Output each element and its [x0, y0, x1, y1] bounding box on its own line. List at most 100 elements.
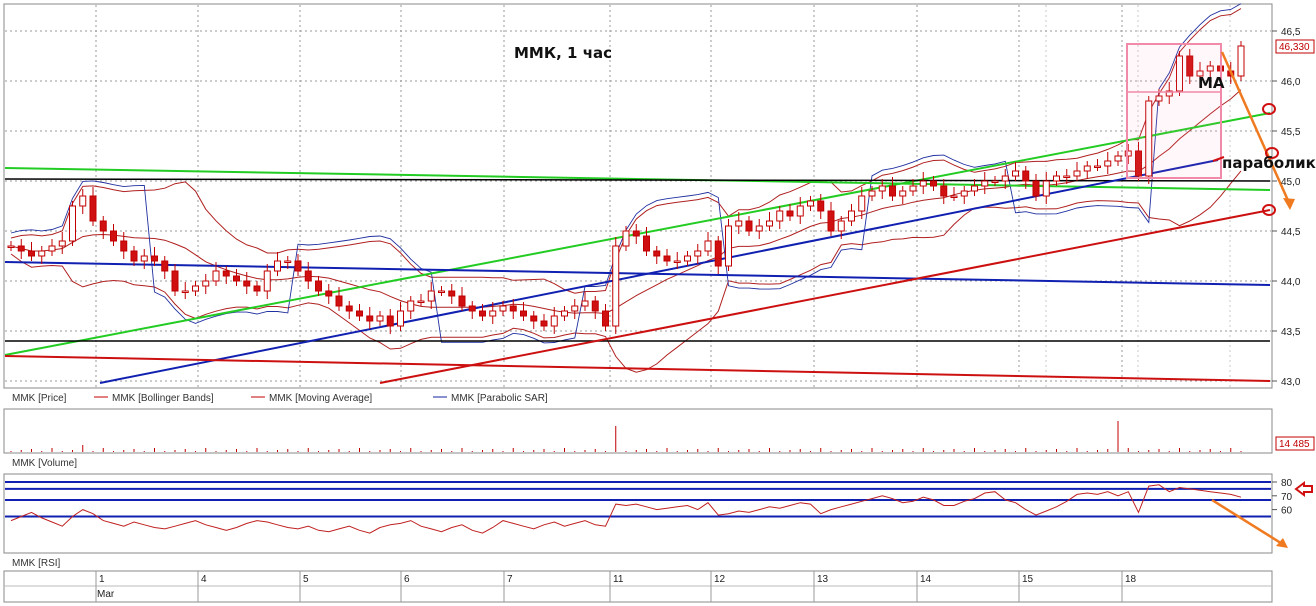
price-tick-label: 43,5	[1281, 327, 1301, 338]
candle-body	[602, 310, 609, 327]
candle-body	[684, 255, 691, 262]
candle-body	[1022, 170, 1030, 182]
date-label: 7	[507, 574, 513, 585]
rsi-orange-arrow	[1211, 498, 1285, 547]
candle-body	[38, 250, 46, 257]
candle-body	[274, 260, 281, 272]
candle-body	[171, 270, 179, 292]
candle-body	[69, 205, 76, 242]
legend-entry: MMK [Parabolic SAR]	[451, 393, 548, 404]
candle-body	[509, 305, 517, 312]
trend-lines-layer	[4, 112, 1271, 384]
candle-body	[212, 270, 220, 282]
candle-body	[807, 200, 814, 207]
volume-panel: 14 485	[10, 421, 1315, 452]
candle-body	[386, 315, 394, 327]
candle-body	[622, 230, 630, 247]
candle-body	[1063, 175, 1071, 178]
candle-body	[776, 210, 784, 222]
candle-body	[520, 310, 527, 317]
rsi-tick-label: 70	[1281, 492, 1293, 503]
candle-body	[304, 270, 312, 282]
price-tick-label: 45,5	[1281, 127, 1301, 138]
date-label: 12	[714, 574, 726, 585]
last-price-badge	[1275, 39, 1315, 54]
rsi-tick-label: 80	[1281, 478, 1293, 489]
candle-body	[376, 315, 384, 322]
volume-panel-frame	[3, 408, 1273, 454]
volume-label: MMK [Volume]	[12, 458, 77, 469]
rsi-panel: 80 70 60	[5, 478, 1313, 548]
candles-layer	[7, 41, 1245, 334]
candle-body	[448, 290, 456, 297]
candle-body	[397, 310, 404, 327]
candle-body	[192, 285, 199, 292]
candle-body	[1104, 160, 1112, 167]
date-label: 13	[817, 574, 829, 585]
candle-body	[325, 290, 333, 297]
candle-body	[1001, 175, 1009, 182]
orange-arrow-head	[1283, 198, 1295, 210]
candle-body	[58, 240, 66, 247]
candle-body	[345, 305, 353, 312]
orange-arrow-line	[1220, 51, 1292, 206]
candle-body	[755, 225, 763, 232]
volume-last-value: 14 485	[1279, 439, 1310, 450]
candle-body	[561, 310, 568, 317]
candle-body	[540, 320, 548, 327]
candle-body	[940, 185, 948, 197]
price-axis: 46,5 46,0 45,5 45,0 44,5 44,0 43,5 43,0 46,330	[1272, 27, 1315, 388]
red-lower-line	[4, 355, 1271, 382]
blue-trend-line	[99, 159, 1219, 384]
candle-body	[79, 195, 87, 207]
candle-body	[704, 240, 712, 252]
candle-body	[766, 220, 773, 227]
candle-body	[253, 285, 261, 292]
candle-body	[878, 185, 886, 192]
candle-body	[1042, 180, 1050, 197]
candle-body	[1155, 95, 1163, 102]
candle-body	[981, 180, 989, 187]
candle-body	[140, 255, 148, 262]
candle-body	[1186, 55, 1194, 77]
price-tick-label: 46,5	[1281, 27, 1301, 38]
candle-body	[1237, 45, 1245, 77]
candle-body	[1206, 65, 1214, 72]
candle-body	[837, 220, 845, 232]
candle-body	[735, 220, 743, 227]
candle-body	[181, 290, 189, 293]
date-label: 14	[920, 574, 932, 585]
candle-body	[653, 250, 661, 257]
red-trend-line	[379, 209, 1271, 384]
green-resistance-line	[4, 167, 1271, 191]
candle-body	[335, 295, 343, 307]
legend-entry: MMK [Moving Average]	[269, 393, 372, 404]
candle-body	[714, 240, 722, 267]
candle-body	[438, 290, 445, 293]
candle-body	[243, 280, 251, 287]
candle-body	[889, 185, 896, 197]
date-label: 6	[404, 574, 410, 585]
date-label: 18	[1125, 574, 1137, 585]
candle-body	[263, 270, 271, 292]
price-tick-label: 44,5	[1281, 227, 1301, 238]
candle-body	[868, 190, 876, 197]
target-circle	[1262, 103, 1276, 115]
candle-body	[960, 190, 968, 197]
date-label: 5	[303, 574, 309, 585]
candle-body	[1135, 150, 1142, 177]
candle-body	[673, 260, 681, 263]
candle-body	[591, 300, 599, 312]
date-label: 4	[201, 574, 207, 585]
price-panel-frame	[3, 3, 1273, 389]
candle-body	[130, 250, 138, 262]
candle-body	[694, 250, 702, 257]
rsi-panel-frame	[3, 473, 1273, 554]
last-price-label: 46,330	[1279, 42, 1310, 53]
month-label: Mar	[97, 589, 115, 600]
candle-body	[458, 295, 466, 307]
candle-body	[161, 260, 169, 272]
candle-body	[499, 305, 507, 312]
candle-body	[930, 180, 937, 187]
